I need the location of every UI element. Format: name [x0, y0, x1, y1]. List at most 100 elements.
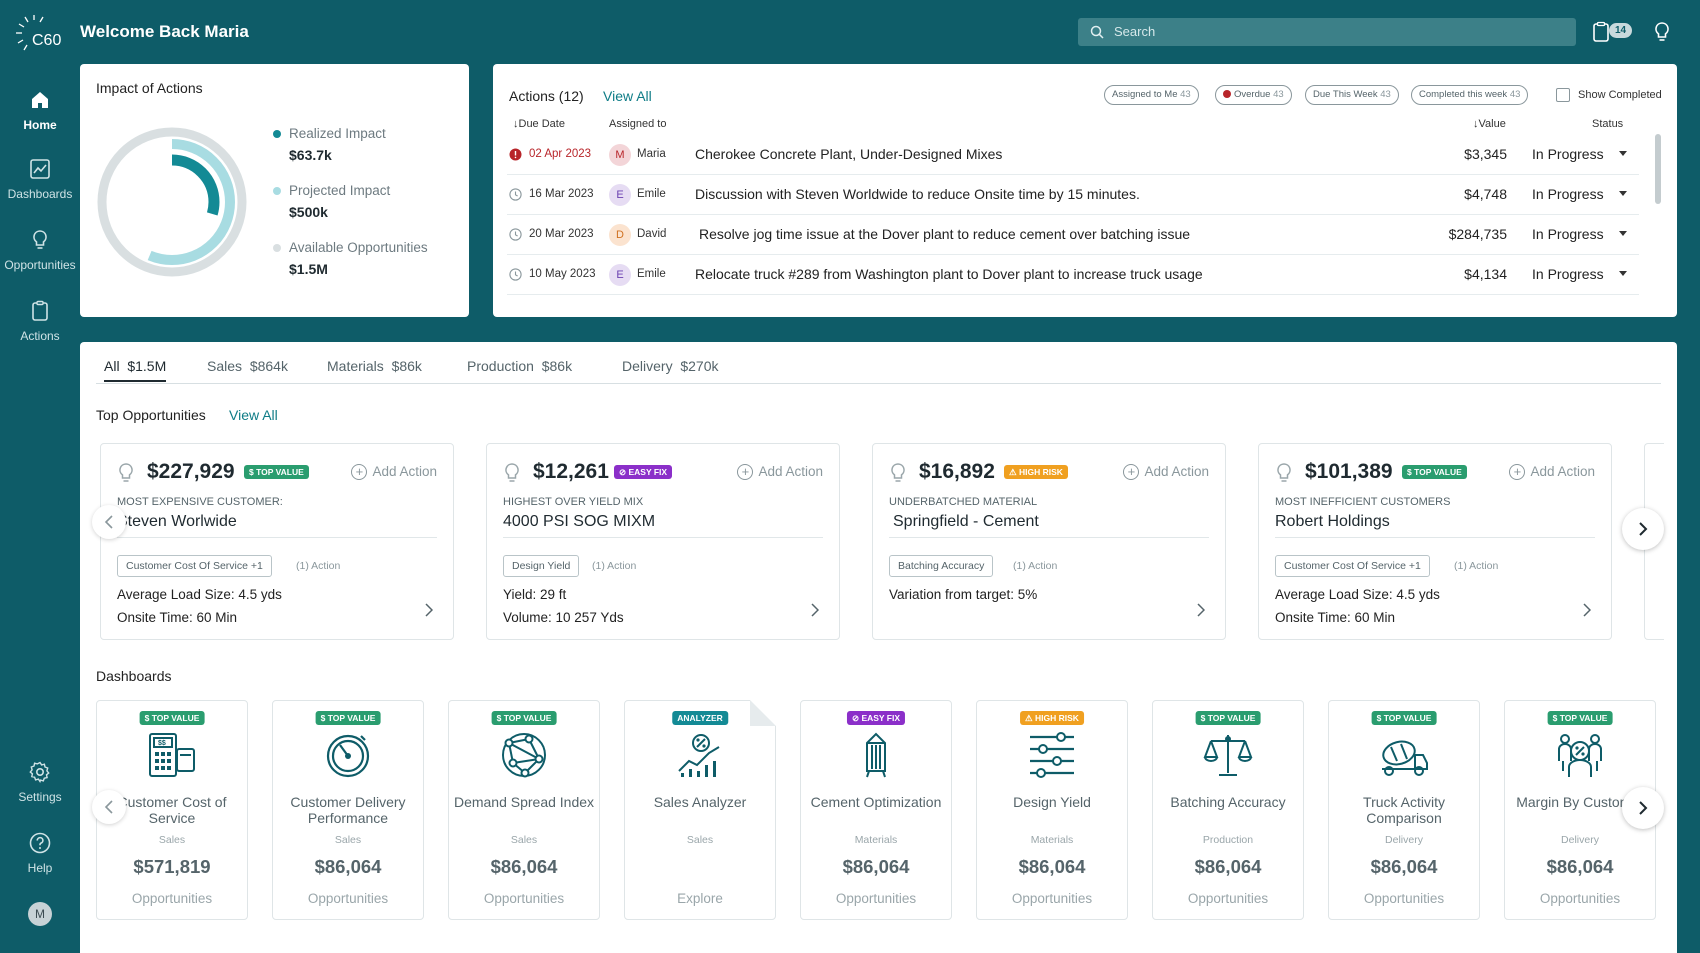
- status-dropdown[interactable]: In Progress: [1532, 146, 1604, 162]
- chevron-down-icon[interactable]: [1619, 271, 1627, 276]
- nav-settings[interactable]: Settings: [0, 760, 80, 804]
- filter-due-this-week[interactable]: Due This Week 43: [1305, 85, 1399, 105]
- clock-icon: [509, 228, 522, 241]
- search-input[interactable]: Search: [1078, 18, 1576, 46]
- add-action-button[interactable]: + Add Action: [351, 464, 437, 480]
- top-value-badge: $ TOP VALUE: [139, 711, 205, 725]
- dashboard-card[interactable]: ⚠ HIGH RISK Design Yield Materials $86,0…: [976, 700, 1128, 920]
- dashboard-card[interactable]: $ TOP VALUE Batching Accuracy Production…: [1152, 700, 1304, 920]
- dashboard-name: Truck Activity Comparison: [1363, 794, 1445, 826]
- status-dropdown[interactable]: In Progress: [1532, 266, 1604, 282]
- dashboard-footer: Opportunities: [1539, 891, 1621, 906]
- action-row[interactable]: 10 May 2023 E Emile Relocate truck #289 …: [507, 255, 1639, 295]
- explore-link[interactable]: Explore: [677, 891, 723, 906]
- col-due-label: Due Date: [518, 118, 565, 130]
- nav-actions[interactable]: Actions: [0, 299, 80, 343]
- dashboards-next-button[interactable]: [1622, 787, 1664, 829]
- nav-opportunities[interactable]: Opportunities: [0, 228, 80, 272]
- opportunity-card[interactable]: $12,261 ⊘ EASY FIX + Add Action HIGHEST O…: [486, 443, 840, 640]
- nav-dashboards[interactable]: Dashboards: [0, 157, 80, 201]
- notification-count-badge: 14: [1609, 23, 1633, 38]
- opportunity-metric: Variation from target: 5%: [889, 587, 1038, 602]
- opportunity-card[interactable]: $101,389 $ TOP VALUE + Add Action MOST IN…: [1258, 443, 1612, 640]
- filter-overdue[interactable]: Overdue 43: [1215, 85, 1292, 105]
- opportunity-card[interactable]: $16,892 ⚠ HIGH RISK + Add Action UNDERBAT…: [872, 443, 1226, 640]
- impact-title: Impact of Actions: [96, 80, 203, 96]
- nav-home[interactable]: Home: [0, 88, 80, 132]
- add-action-button[interactable]: + Add Action: [737, 464, 823, 480]
- tab-production[interactable]: Production $86k: [467, 358, 572, 374]
- chevron-down-icon[interactable]: [1619, 231, 1627, 236]
- tab-materials[interactable]: Materials $86k: [327, 358, 422, 374]
- globe-network-icon: [502, 733, 546, 778]
- chart-icon: [30, 159, 50, 179]
- dashboards-title: Dashboards: [96, 668, 172, 684]
- opportunity-tag[interactable]: Batching Accuracy: [889, 555, 994, 577]
- tab-amount: $86k: [391, 358, 422, 374]
- top-value-badge: $ TOP VALUE: [315, 711, 381, 725]
- clock-icon: [509, 268, 522, 281]
- legend-available: Available Opportunities $1.5M: [273, 240, 428, 277]
- col-due-date[interactable]: ↓Due Date: [513, 118, 565, 130]
- chevron-down-icon[interactable]: [1619, 151, 1627, 156]
- chevron-right-icon[interactable]: [1197, 603, 1205, 617]
- opportunity-card[interactable]: $227,929 $ TOP VALUE + Add Action MOST EX…: [100, 443, 454, 640]
- action-row[interactable]: 16 Mar 2023 E Emile Discussion with Stev…: [507, 175, 1639, 215]
- opportunities-view-all-link[interactable]: View All: [229, 407, 278, 423]
- chevron-right-icon[interactable]: [425, 603, 433, 617]
- bulb-icon[interactable]: [1652, 20, 1672, 44]
- dashboard-name: Cement Optimization: [810, 794, 942, 810]
- gear-icon: [29, 761, 50, 784]
- carousel-prev-button[interactable]: [92, 505, 126, 539]
- chevron-down-icon[interactable]: [1619, 191, 1627, 196]
- plus-icon: +: [1509, 464, 1526, 480]
- dashboard-card[interactable]: ANALYZER Sales Analyzer Sales Explore: [624, 700, 776, 920]
- clipboard-notification-icon[interactable]: [1592, 20, 1638, 44]
- opportunity-tag[interactable]: Customer Cost Of Service +1: [117, 555, 272, 577]
- actions-view-all-link[interactable]: View All: [603, 88, 652, 104]
- filter-completed-this-week[interactable]: Completed this week 43: [1411, 85, 1529, 105]
- assignee-avatar: E: [609, 264, 631, 286]
- user-avatar[interactable]: M: [28, 902, 52, 926]
- actions-title: Actions (12): [509, 88, 584, 104]
- add-action-button[interactable]: + Add Action: [1123, 464, 1209, 480]
- dashboard-card[interactable]: $ TOP VALUE Truck Activity Comparison De…: [1328, 700, 1480, 920]
- dashboard-value: $571,819: [133, 856, 211, 877]
- chevron-right-icon[interactable]: [1583, 603, 1591, 617]
- actions-scrollbar[interactable]: [1655, 134, 1661, 204]
- action-row[interactable]: 02 Apr 2023 M Maria Cherokee Concrete Pl…: [507, 135, 1639, 175]
- opportunity-category: UNDERBATCHED MATERIAL: [889, 496, 1038, 508]
- col-assigned-to[interactable]: Assigned to: [609, 118, 667, 130]
- nav-help[interactable]: Help: [0, 831, 80, 875]
- actions-card: Actions (12) View All Assigned to Me 43 …: [493, 64, 1677, 317]
- status-dropdown[interactable]: In Progress: [1532, 186, 1604, 202]
- clock-icon: [509, 188, 522, 201]
- dashboard-card[interactable]: $ TOP VALUE Demand Spread Index Sales $8…: [448, 700, 600, 920]
- easy-fix-badge: ⊘ EASY FIX: [614, 465, 673, 479]
- tab-all[interactable]: All $1.5M: [104, 358, 167, 382]
- add-action-button[interactable]: + Add Action: [1509, 464, 1595, 480]
- sliders-icon: [1030, 732, 1074, 778]
- carousel-next-button[interactable]: [1622, 508, 1664, 550]
- opportunity-metric: Average Load Size: 4.5 yds: [1275, 587, 1440, 602]
- tab-amount: $1.5M: [127, 358, 167, 374]
- show-completed-checkbox[interactable]: [1556, 88, 1570, 102]
- opportunity-tag[interactable]: Customer Cost Of Service +1: [1275, 555, 1430, 577]
- status-dropdown[interactable]: In Progress: [1532, 226, 1604, 242]
- opportunity-tag[interactable]: Design Yield: [503, 555, 580, 577]
- tab-amount: $864k: [249, 358, 288, 374]
- dashboards-prev-button[interactable]: [92, 790, 126, 824]
- search-placeholder: Search: [1114, 24, 1156, 39]
- col-status[interactable]: Status: [1592, 118, 1624, 130]
- action-row[interactable]: 20 Mar 2023 D David Resolve jog time iss…: [507, 215, 1639, 255]
- tab-sales[interactable]: Sales $864k: [207, 358, 288, 374]
- dashboard-card[interactable]: $ TOP VALUE Customer Delivery Performanc…: [272, 700, 424, 920]
- col-value[interactable]: ↓Value: [1473, 118, 1506, 130]
- filter-count: 43: [1180, 89, 1191, 100]
- dashboard-card[interactable]: ⊘ EASY FIX Cement Optimization Materials…: [800, 700, 952, 920]
- tab-label: Production: [467, 358, 534, 374]
- easy-fix-badge: ⊘ EASY FIX: [846, 711, 906, 725]
- filter-assigned-to-me[interactable]: Assigned to Me 43: [1104, 85, 1199, 105]
- tab-delivery[interactable]: Delivery $270k: [622, 358, 719, 374]
- chevron-right-icon[interactable]: [811, 603, 819, 617]
